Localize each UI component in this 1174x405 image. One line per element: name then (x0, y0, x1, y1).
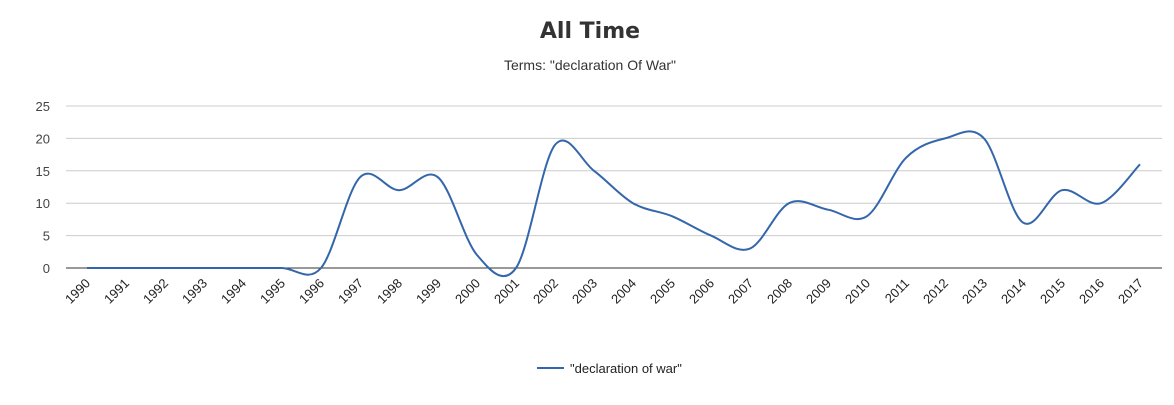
x-tick-label: 1994 (218, 276, 249, 307)
x-axis-ticks: 1990 1991 1992 1993 1994 1995 1996 1997 1998 1999… (62, 276, 1146, 307)
series-line[interactable] (87, 130, 1141, 277)
x-tick-label: 2010 (842, 276, 873, 307)
x-tick-label: 1993 (179, 276, 210, 307)
x-tick-label: 2016 (1076, 276, 1107, 307)
x-tick-label: 1999 (413, 276, 444, 307)
chart-subtitle: Terms: "declaration Of War" (504, 57, 676, 73)
chart-title: All Time (540, 19, 640, 44)
x-tick-label: 1990 (62, 276, 93, 307)
y-tick-label: 15 (36, 164, 50, 179)
y-tick-label: 10 (36, 196, 50, 211)
y-tick-label: 0 (43, 261, 50, 276)
legend-label: "declaration of war" (570, 361, 682, 376)
x-tick-label: 2015 (1037, 276, 1068, 307)
x-tick-label: 2000 (452, 276, 483, 307)
x-tick-label: 2014 (998, 276, 1029, 307)
y-tick-label: 25 (36, 99, 50, 114)
x-tick-label: 2006 (686, 276, 717, 307)
series-group (87, 130, 1141, 277)
x-tick-label: 2004 (608, 276, 639, 307)
x-tick-label: 1992 (140, 276, 171, 307)
grid-lines (66, 105, 1162, 269)
x-tick-label: 1997 (335, 276, 366, 307)
x-tick-label: 2009 (803, 276, 834, 307)
x-tick-label: 2003 (569, 276, 600, 307)
x-tick-label: 1995 (257, 276, 288, 307)
x-tick-label: 1998 (374, 276, 405, 307)
y-tick-label: 20 (36, 131, 50, 146)
x-tick-label: 2007 (725, 276, 756, 307)
x-tick-label: 2013 (959, 276, 990, 307)
x-tick-label: 1991 (101, 276, 132, 307)
x-tick-label: 2005 (647, 276, 678, 307)
y-axis-ticks: 0 5 10 15 20 25 (36, 99, 50, 276)
x-tick-label: 2017 (1115, 276, 1146, 307)
x-tick-label: 2011 (882, 276, 912, 306)
x-tick-label: 2012 (920, 276, 951, 307)
x-tick-label: 2008 (764, 276, 795, 307)
x-tick-label: 1996 (296, 276, 327, 307)
legend[interactable]: "declaration of war" (537, 361, 682, 376)
x-tick-label: 2001 (491, 276, 522, 307)
y-tick-label: 5 (43, 229, 50, 244)
x-tick-label: 2002 (530, 276, 561, 307)
